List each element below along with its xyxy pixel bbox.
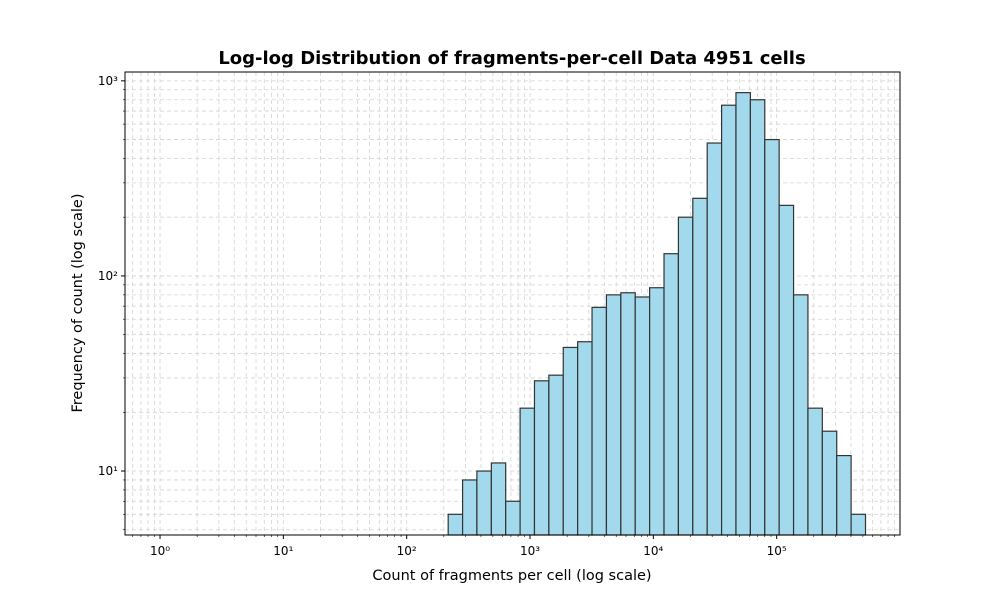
x-tick-label: 10⁴ (643, 544, 663, 558)
bar (461, 479, 478, 536)
bar (720, 104, 737, 536)
y-tick-label: 10³ (98, 74, 118, 88)
bar (476, 470, 492, 536)
bar (562, 346, 579, 536)
bar (692, 197, 708, 536)
bar (677, 216, 694, 536)
bar (519, 407, 536, 536)
x-tick-label: 10⁵ (767, 544, 787, 558)
bar (735, 92, 751, 536)
bar (749, 99, 766, 536)
bar (591, 306, 608, 536)
bar (505, 500, 521, 536)
bar (764, 138, 780, 536)
bar (663, 253, 680, 536)
bar (649, 287, 665, 536)
bar (807, 407, 823, 536)
bar (792, 294, 809, 536)
bar (620, 292, 636, 536)
bar (706, 142, 723, 536)
bar (577, 341, 593, 536)
y-tick-label: 10² (98, 269, 118, 283)
bar (548, 374, 564, 536)
x-tick-label: 10² (397, 544, 417, 558)
y-axis-label: Frequency of count (log scale) (70, 193, 86, 412)
x-axis-label: Count of fragments per cell (log scale) (372, 568, 651, 584)
bar (836, 454, 852, 536)
x-tick-label: 10⁰ (150, 544, 170, 558)
bar (605, 294, 622, 536)
plot-frame (124, 71, 901, 536)
bar (447, 513, 464, 536)
bar (533, 380, 550, 536)
y-tick-label: 10¹ (98, 464, 118, 478)
bar (850, 513, 867, 536)
bar (490, 462, 507, 536)
x-tick-label: 10³ (520, 544, 540, 558)
bar (634, 296, 651, 536)
bar (778, 204, 795, 536)
x-tick-label: 10¹ (273, 544, 293, 558)
bar (821, 430, 838, 536)
chart-title: Log-log Distribution of fragments-per-ce… (218, 48, 805, 69)
